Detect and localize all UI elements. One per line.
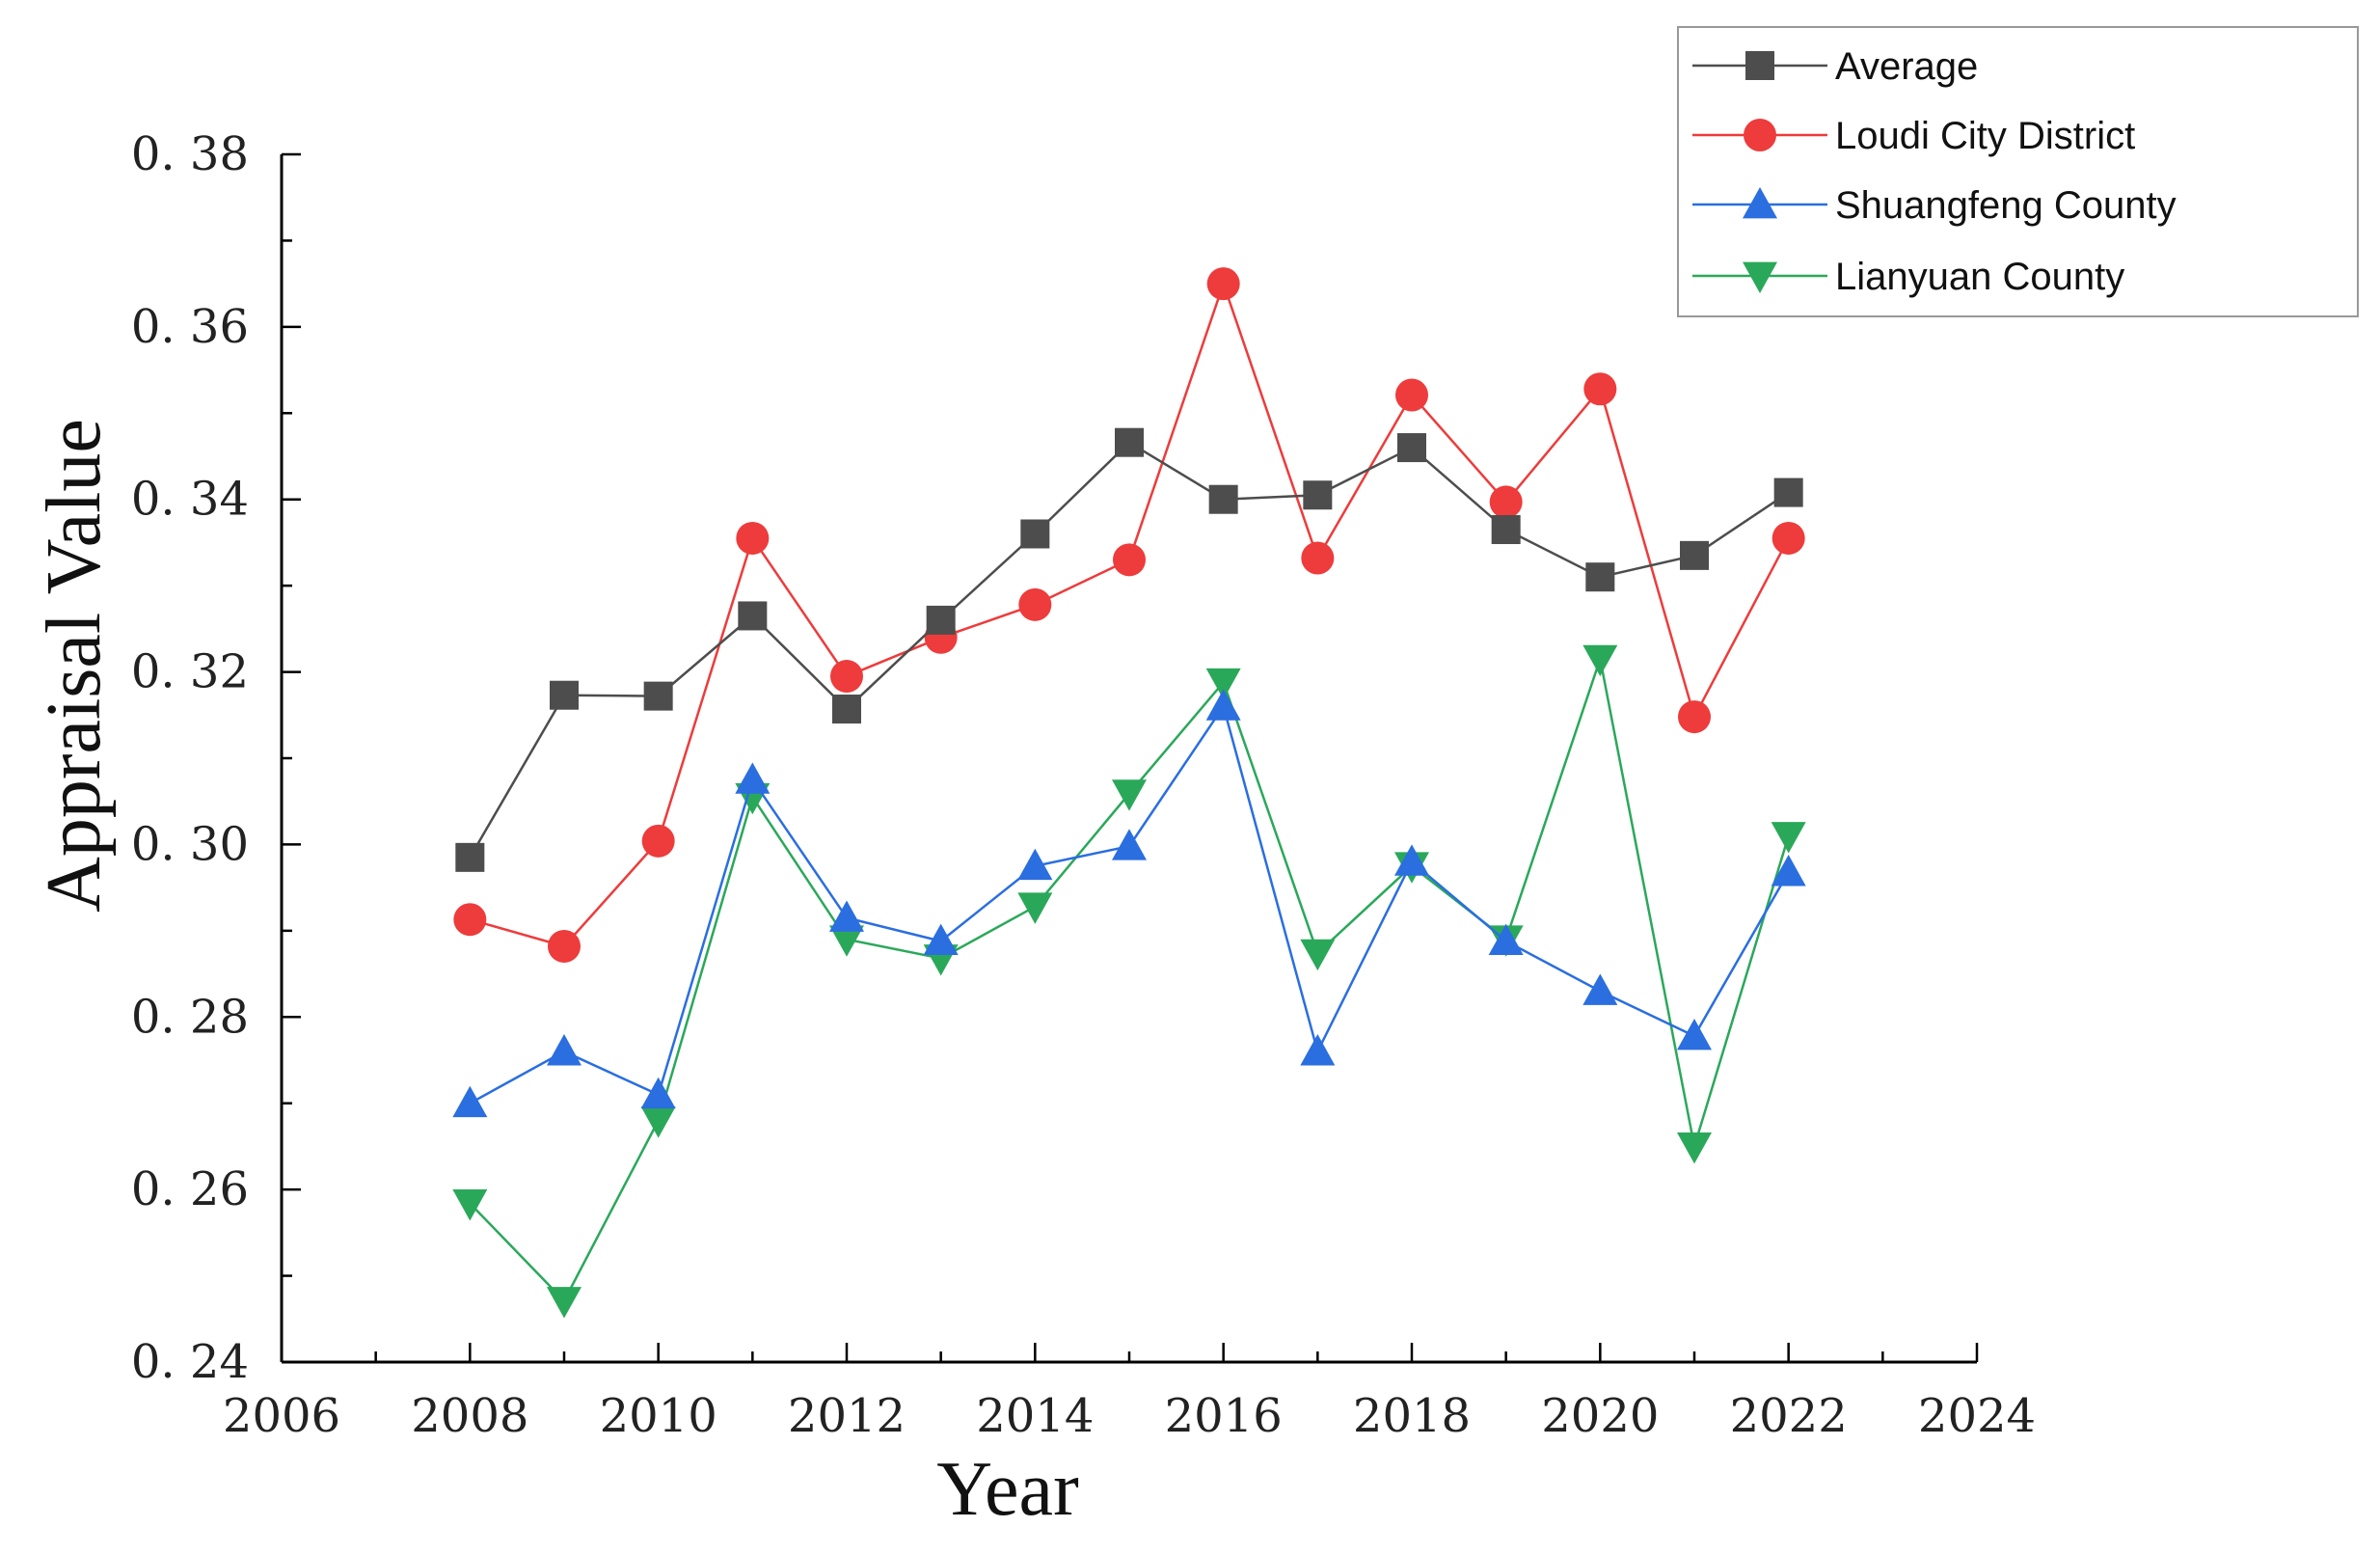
data-point-loudi-city-district xyxy=(830,660,863,694)
y-tick-label: 0. 38 xyxy=(131,127,249,181)
data-point-average xyxy=(1303,480,1333,510)
y-tick-label: 0. 36 xyxy=(131,300,249,354)
data-point-shuangfeng-county xyxy=(1394,844,1429,876)
data-point-shuangfeng-county xyxy=(735,762,771,794)
legend: Average Loudi City District Shuangfeng Cou… xyxy=(1677,26,2359,317)
data-point-average xyxy=(1397,433,1426,463)
series-group xyxy=(452,267,1806,1319)
data-point-average xyxy=(1773,477,1803,507)
data-point-shuangfeng-county xyxy=(547,1034,581,1066)
y-tick-label: 0. 26 xyxy=(131,1162,249,1216)
data-point-loudi-city-district xyxy=(1489,485,1523,519)
data-point-loudi-city-district xyxy=(1018,587,1052,621)
data-point-shuangfeng-county xyxy=(1017,848,1053,881)
y-tick-label: 0. 32 xyxy=(131,645,249,699)
data-point-lianyuan-county xyxy=(1582,644,1618,677)
x-tick-label: 2006 xyxy=(223,1389,340,1443)
legend-marker-lianyuan-county xyxy=(1743,261,1777,293)
legend-marker-loudi-city-district xyxy=(1744,119,1776,151)
data-point-lianyuan-county xyxy=(452,1189,488,1221)
data-point-average xyxy=(1491,515,1521,545)
y-tick-label: 0. 34 xyxy=(131,473,249,527)
data-point-loudi-city-district xyxy=(548,929,581,963)
series-loudi-city-district xyxy=(453,267,1805,963)
data-point-lianyuan-county xyxy=(547,1287,581,1319)
legend-marker-average xyxy=(1745,51,1774,80)
data-point-loudi-city-district xyxy=(1771,521,1805,555)
data-point-loudi-city-district xyxy=(736,521,770,555)
x-axis-title: Year xyxy=(936,1447,1078,1532)
data-point-shuangfeng-county xyxy=(1677,1018,1712,1050)
x-tick-labels: 2006 2008 2010 2012 2014 2016 2018 2020 2022 2024 xyxy=(223,1389,2036,1443)
data-point-average xyxy=(643,681,673,711)
series-line-shuangfeng-county xyxy=(469,703,1790,1105)
x-tick-label: 2018 xyxy=(1353,1389,1471,1443)
data-point-shuangfeng-county xyxy=(1488,923,1524,955)
data-point-loudi-city-district xyxy=(1206,267,1240,301)
x-tick-label: 2014 xyxy=(976,1389,1094,1443)
x-tick-label: 2022 xyxy=(1730,1389,1848,1443)
data-point-shuangfeng-county xyxy=(829,900,864,932)
series-shuangfeng-county xyxy=(452,689,1806,1118)
x-tick-label: 2008 xyxy=(411,1389,528,1443)
series-average xyxy=(455,427,1803,872)
data-point-lianyuan-county xyxy=(640,1106,676,1138)
data-point-loudi-city-district xyxy=(1301,541,1335,575)
legend-label-lianyuan-county: Lianyuan County xyxy=(1835,256,2124,298)
data-point-lianyuan-county xyxy=(1112,779,1147,811)
data-point-loudi-city-district xyxy=(453,903,487,937)
data-point-lianyuan-county xyxy=(1677,1132,1712,1164)
data-point-average xyxy=(738,601,768,631)
data-point-loudi-city-district xyxy=(1395,378,1428,412)
data-point-average xyxy=(926,605,956,635)
x-tick-label: 2012 xyxy=(788,1389,906,1443)
data-point-average xyxy=(550,680,579,710)
legend-marker-shuangfeng-county xyxy=(1743,187,1777,219)
data-point-shuangfeng-county xyxy=(1582,973,1618,1005)
data-point-lianyuan-county xyxy=(829,925,864,957)
y-tick-labels: 0. 24 0. 26 0. 28 0. 30 0. 32 0. 34 0. 36 0. 38 xyxy=(131,127,249,1389)
data-point-average xyxy=(1585,562,1615,592)
data-point-shuangfeng-county xyxy=(1112,829,1147,860)
y-axis-title: Appraisal Value xyxy=(32,419,117,913)
y-tick-label: 0. 24 xyxy=(131,1335,249,1389)
data-point-shuangfeng-county xyxy=(1300,1034,1336,1066)
y-tick-label: 0. 28 xyxy=(131,990,249,1044)
data-point-shuangfeng-county xyxy=(1771,855,1806,887)
data-point-loudi-city-district xyxy=(1113,543,1146,577)
legend-label-loudi-city-district: Loudi City District xyxy=(1835,115,2135,157)
legend-box xyxy=(1677,26,2359,317)
data-point-average xyxy=(455,842,485,872)
legend-label-shuangfeng-county: Shuangfeng County xyxy=(1835,184,2177,227)
data-point-average xyxy=(1208,484,1238,514)
data-point-shuangfeng-county xyxy=(452,1085,488,1118)
data-point-lianyuan-county xyxy=(1017,892,1053,924)
data-point-average xyxy=(1680,540,1709,570)
x-tick-label: 2010 xyxy=(600,1389,717,1443)
x-tick-label: 2024 xyxy=(1918,1389,2036,1443)
data-point-lianyuan-county xyxy=(1300,939,1336,971)
legend-label-average: Average xyxy=(1835,45,1978,88)
data-point-shuangfeng-county xyxy=(640,1077,676,1109)
data-point-average xyxy=(1020,519,1050,549)
data-point-lianyuan-county xyxy=(1771,822,1806,854)
data-point-shuangfeng-county xyxy=(1205,689,1241,721)
data-point-average xyxy=(1115,427,1144,457)
y-tick-label: 0. 30 xyxy=(131,817,249,871)
data-point-average xyxy=(832,695,861,724)
data-point-lianyuan-county xyxy=(1205,668,1241,700)
series-line-lianyuan-county xyxy=(469,654,1790,1303)
data-point-loudi-city-district xyxy=(1583,372,1617,406)
data-point-loudi-city-district xyxy=(1678,700,1711,734)
data-point-loudi-city-district xyxy=(641,824,675,858)
ticks xyxy=(280,152,1979,1364)
x-tick-label: 2016 xyxy=(1165,1389,1283,1443)
data-point-shuangfeng-county xyxy=(923,923,959,955)
axes xyxy=(280,154,1977,1364)
x-tick-label: 2020 xyxy=(1541,1389,1659,1443)
